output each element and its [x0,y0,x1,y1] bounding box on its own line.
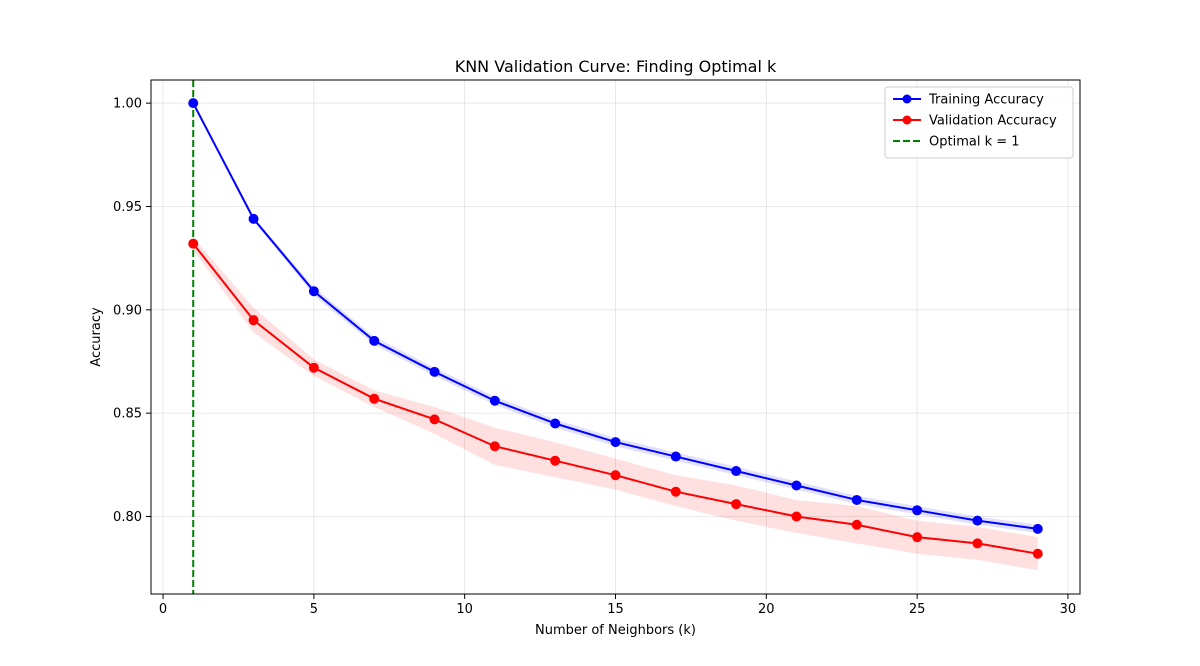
data-point [550,455,561,466]
x-tick-label: 0 [159,602,167,617]
data-point [489,395,500,406]
confidence-band-1 [193,237,1038,571]
y-tick-label: 0.80 [113,510,142,525]
data-point [731,466,742,477]
legend-marker [902,94,912,104]
y-tick-label: 0.90 [113,303,142,318]
data-point [188,98,199,109]
y-tick-label: 0.85 [113,407,142,422]
data-point [369,393,380,404]
data-point [731,499,742,510]
legend-label: Training Accuracy [928,93,1044,108]
legend-box [884,86,1074,159]
data-point [489,441,500,452]
data-point [791,480,802,491]
data-point [429,414,440,425]
data-point [1032,523,1043,534]
data-point [308,362,319,373]
data-point [912,532,923,543]
axis-ticks: 0 5 10 15 20 25 30 0.80 0.85 0.90 0.95 1.00 [113,97,1076,617]
x-tick-label: 20 [758,602,775,617]
data-point [851,494,862,505]
y-tick-label: 1.00 [113,97,142,112]
data-point [248,213,259,224]
grid [151,80,1080,594]
x-tick-label: 30 [1060,602,1077,617]
data-point [248,315,259,326]
y-axis-label: Accuracy [89,307,104,367]
data-point [912,505,923,516]
y-tick-label: 0.95 [113,200,142,215]
legend-label: Validation Accuracy [929,114,1057,129]
series-lines [188,98,1043,559]
data-point [429,366,440,377]
data-point [670,451,681,462]
data-point [972,538,983,549]
confidence-bands [193,103,1038,571]
legend-label: Optimal k = 1 [929,135,1020,150]
data-point [670,486,681,497]
chart-title: KNN Validation Curve: Finding Optimal k [455,57,777,76]
data-point [550,418,561,429]
legend: Training Accuracy Validation Accuracy Opti… [884,86,1074,159]
x-tick-label: 25 [909,602,926,617]
data-point [610,470,621,481]
data-point [972,515,983,526]
x-tick-label: 15 [607,602,624,617]
data-point [610,437,621,448]
data-point [851,519,862,530]
x-tick-label: 10 [456,602,473,617]
data-point [188,238,199,249]
x-axis-label: Number of Neighbors (k) [535,623,696,638]
data-point [1032,548,1043,559]
x-tick-label: 5 [310,602,318,617]
data-point [308,286,319,297]
legend-marker [902,115,912,125]
data-point [791,511,802,522]
data-point [369,335,380,346]
